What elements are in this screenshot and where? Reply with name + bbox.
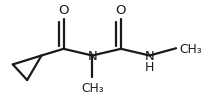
Text: O: O <box>58 4 69 17</box>
Text: N: N <box>87 50 97 62</box>
Text: CH₃: CH₃ <box>179 42 202 55</box>
Text: N: N <box>145 50 155 62</box>
Text: O: O <box>116 4 126 17</box>
Text: H: H <box>145 61 154 73</box>
Text: CH₃: CH₃ <box>81 81 103 94</box>
